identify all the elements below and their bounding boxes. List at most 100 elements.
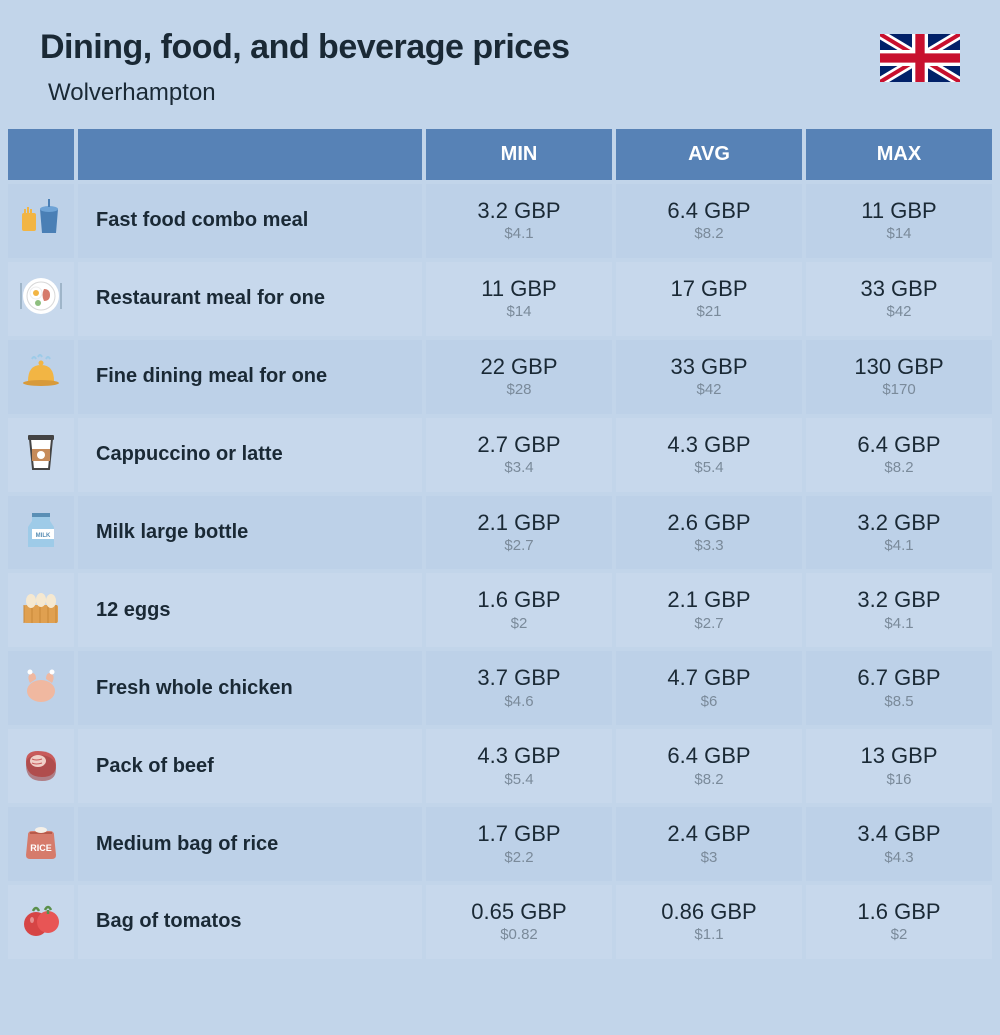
price-usd: $3.4 [436, 458, 602, 478]
page-header: Dining, food, and beverage prices Wolver… [0, 0, 1000, 125]
item-name: Cappuccino or latte [78, 418, 422, 492]
item-name: Fine dining meal for one [78, 340, 422, 414]
table-row: Milk large bottle2.1 GBP$2.72.6 GBP$3.33… [8, 496, 992, 570]
coffee-icon [8, 418, 74, 492]
item-name: Medium bag of rice [78, 807, 422, 881]
breakfast-icon [8, 262, 74, 336]
price-gbp: 22 GBP [436, 354, 602, 380]
price-gbp: 2.1 GBP [626, 587, 792, 613]
price-usd: $21 [626, 302, 792, 322]
price-max: 3.4 GBP$4.3 [806, 807, 992, 881]
price-max: 13 GBP$16 [806, 729, 992, 803]
price-gbp: 4.3 GBP [436, 743, 602, 769]
price-usd: $42 [626, 380, 792, 400]
price-max: 3.2 GBP$4.1 [806, 573, 992, 647]
col-max: MAX [806, 129, 992, 180]
item-name: Fresh whole chicken [78, 651, 422, 725]
tomato-icon [8, 885, 74, 959]
price-usd: $8.5 [816, 692, 982, 712]
table-row: Restaurant meal for one11 GBP$1417 GBP$2… [8, 262, 992, 336]
price-usd: $5.4 [626, 458, 792, 478]
price-avg: 0.86 GBP$1.1 [616, 885, 802, 959]
table-row: Bag of tomatos0.65 GBP$0.820.86 GBP$1.11… [8, 885, 992, 959]
price-usd: $2.7 [436, 536, 602, 556]
price-gbp: 1.6 GBP [436, 587, 602, 613]
price-min: 0.65 GBP$0.82 [426, 885, 612, 959]
price-min: 2.1 GBP$2.7 [426, 496, 612, 570]
price-gbp: 1.7 GBP [436, 821, 602, 847]
rice-icon [8, 807, 74, 881]
price-usd: $3.3 [626, 536, 792, 556]
price-gbp: 11 GBP [436, 276, 602, 302]
price-gbp: 6.4 GBP [816, 432, 982, 458]
price-min: 11 GBP$14 [426, 262, 612, 336]
item-name: Fast food combo meal [78, 184, 422, 258]
price-gbp: 17 GBP [626, 276, 792, 302]
price-gbp: 3.2 GBP [816, 510, 982, 536]
price-usd: $14 [816, 224, 982, 244]
table-header-row: MIN AVG MAX [8, 129, 992, 180]
uk-flag-icon [880, 34, 960, 82]
price-table: MIN AVG MAX Fast food combo meal3.2 GBP$… [0, 125, 1000, 963]
milk-icon [8, 496, 74, 570]
price-gbp: 6.7 GBP [816, 665, 982, 691]
price-gbp: 0.86 GBP [626, 899, 792, 925]
price-gbp: 2.1 GBP [436, 510, 602, 536]
price-gbp: 1.6 GBP [816, 899, 982, 925]
price-usd: $8.2 [626, 770, 792, 790]
item-name: Milk large bottle [78, 496, 422, 570]
price-gbp: 3.7 GBP [436, 665, 602, 691]
price-gbp: 33 GBP [816, 276, 982, 302]
price-usd: $0.82 [436, 925, 602, 945]
item-name: 12 eggs [78, 573, 422, 647]
price-avg: 17 GBP$21 [616, 262, 802, 336]
price-usd: $8.2 [816, 458, 982, 478]
price-avg: 6.4 GBP$8.2 [616, 729, 802, 803]
price-usd: $16 [816, 770, 982, 790]
price-usd: $5.4 [436, 770, 602, 790]
table-row: Fast food combo meal 3.2 GBP$4.1 6.4 GBP$8… [8, 184, 992, 258]
price-avg: 4.3 GBP$5.4 [616, 418, 802, 492]
page-subtitle: Wolverhampton [40, 79, 570, 107]
price-min: 22 GBP$28 [426, 340, 612, 414]
table-row: Cappuccino or latte2.7 GBP$3.44.3 GBP$5.… [8, 418, 992, 492]
price-usd: $4.3 [816, 848, 982, 868]
price-usd: $42 [816, 302, 982, 322]
price-max: 33 GBP$42 [806, 262, 992, 336]
price-gbp: 0.65 GBP [436, 899, 602, 925]
price-avg: 4.7 GBP$6 [616, 651, 802, 725]
fastfood-icon [8, 184, 74, 258]
price-gbp: 3.2 GBP [436, 198, 602, 224]
item-name: Bag of tomatos [78, 885, 422, 959]
item-name: Restaurant meal for one [78, 262, 422, 336]
price-max: 3.2 GBP$4.1 [806, 496, 992, 570]
price-usd: $28 [436, 380, 602, 400]
price-avg: 2.4 GBP$3 [616, 807, 802, 881]
price-usd: $4.1 [436, 224, 602, 244]
chicken-icon [8, 651, 74, 725]
table-row: 12 eggs1.6 GBP$22.1 GBP$2.73.2 GBP$4.1 [8, 573, 992, 647]
price-gbp: 130 GBP [816, 354, 982, 380]
price-gbp: 6.4 GBP [626, 743, 792, 769]
price-gbp: 4.3 GBP [626, 432, 792, 458]
price-gbp: 4.7 GBP [626, 665, 792, 691]
table-row: Fine dining meal for one22 GBP$2833 GBP$… [8, 340, 992, 414]
price-max: 6.7 GBP$8.5 [806, 651, 992, 725]
price-usd: $4.6 [436, 692, 602, 712]
price-usd: $2 [816, 925, 982, 945]
price-gbp: 2.6 GBP [626, 510, 792, 536]
price-gbp: 3.2 GBP [816, 587, 982, 613]
price-min: 2.7 GBP$3.4 [426, 418, 612, 492]
price-max: 130 GBP$170 [806, 340, 992, 414]
price-usd: $2.7 [626, 614, 792, 634]
price-usd: $8.2 [626, 224, 792, 244]
price-usd: $3 [626, 848, 792, 868]
item-name: Pack of beef [78, 729, 422, 803]
table-row: Fresh whole chicken3.7 GBP$4.64.7 GBP$66… [8, 651, 992, 725]
price-gbp: 13 GBP [816, 743, 982, 769]
price-max: 1.6 GBP$2 [806, 885, 992, 959]
price-gbp: 33 GBP [626, 354, 792, 380]
price-usd: $14 [436, 302, 602, 322]
price-avg: 6.4 GBP$8.2 [616, 184, 802, 258]
price-max: 11 GBP$14 [806, 184, 992, 258]
